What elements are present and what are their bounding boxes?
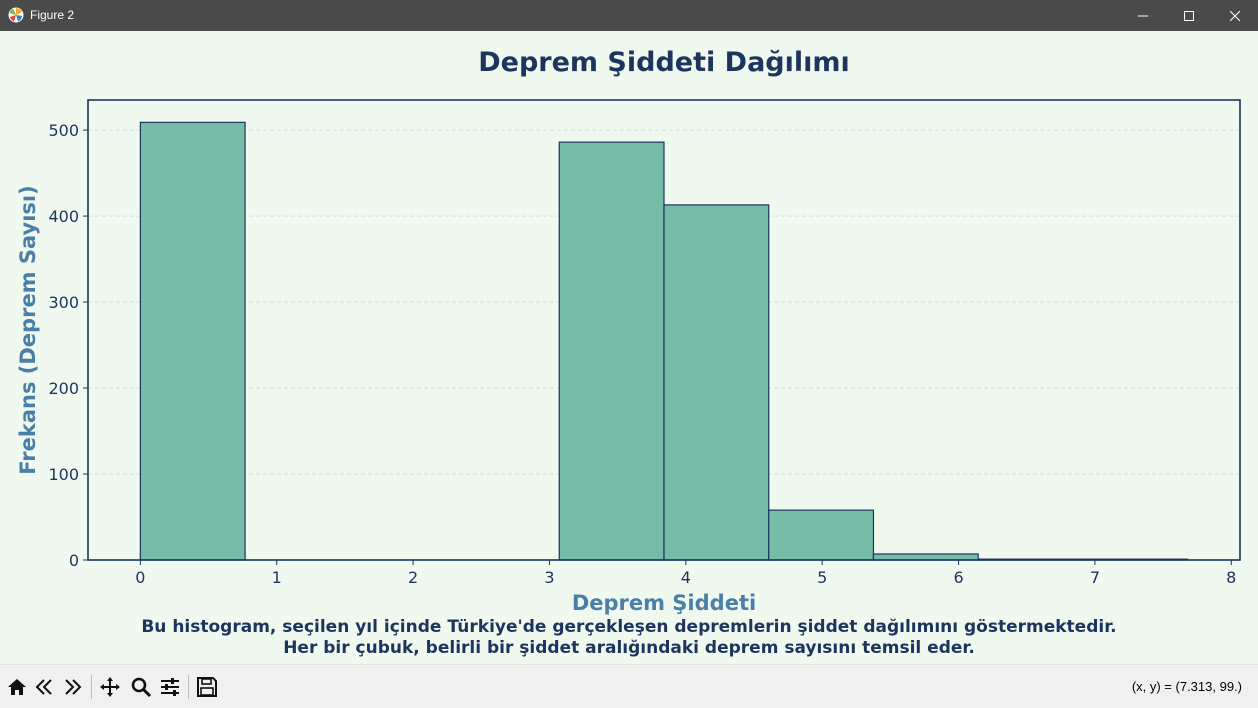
pan-arrows-icon — [100, 677, 120, 697]
histogram-bar — [872, 553, 979, 561]
matplotlib-logo-icon — [8, 7, 24, 23]
home-icon — [8, 679, 26, 695]
sliders-icon — [161, 678, 179, 696]
histogram-chart: Deprem Şiddeti Dağılımı 0 1 2 3 4 5 6 7 8 0 100 200 3… — [16, 47, 1241, 615]
histogram-bar — [663, 204, 770, 561]
x-tick-label: 0 — [135, 568, 145, 587]
y-tick-label: 0 — [69, 551, 79, 570]
minimize-button[interactable] — [1120, 0, 1166, 31]
x-tick-label: 8 — [1226, 568, 1236, 587]
maximize-icon — [1184, 10, 1194, 21]
x-tick-label: 2 — [408, 568, 418, 587]
axes-frame — [87, 99, 1241, 561]
toolbar-separator — [188, 675, 189, 699]
configure-subplots-button[interactable] — [158, 675, 182, 699]
histogram-bar — [139, 121, 246, 561]
back-button[interactable] — [33, 675, 57, 699]
y-tick-label: 400 — [48, 207, 79, 226]
caption-line-2: Her bir çubuk, belirli bir şiddet aralığ… — [283, 638, 975, 658]
caption-line-1: Bu histogram, seçilen yıl içinde Türkiye… — [141, 617, 1117, 637]
chart-title: Deprem Şiddeti Dağılımı — [478, 47, 850, 78]
x-tick-label: 3 — [544, 568, 554, 587]
x-axis-label: Deprem Şiddeti — [572, 591, 756, 615]
y-tick-label: 100 — [48, 465, 79, 484]
close-icon — [1230, 10, 1240, 21]
figure-canvas: Deprem Şiddeti Dağılımı 0 1 2 3 4 5 6 7 8 0 100 200 3… — [1, 31, 1257, 664]
x-tick-label: 1 — [272, 568, 282, 587]
pan-button[interactable] — [98, 675, 122, 699]
navigation-toolbar: (x, y) = (7.313, 99.) — [0, 664, 1258, 708]
zoom-button[interactable] — [129, 675, 153, 699]
y-tick-label: 500 — [48, 121, 79, 140]
histogram-bar — [768, 509, 875, 561]
maximize-button[interactable] — [1166, 0, 1212, 31]
save-button[interactable] — [195, 675, 219, 699]
x-tick-label: 5 — [817, 568, 827, 587]
y-axis-label: Frekans (Deprem Sayısı) — [16, 185, 40, 474]
home-button[interactable] — [5, 675, 29, 699]
close-button[interactable] — [1212, 0, 1258, 31]
toolbar-separator — [91, 675, 92, 699]
cursor-coordinates: (x, y) = (7.313, 99.) — [1131, 679, 1242, 694]
forward-arrow-icon — [65, 679, 82, 695]
window-title: Figure 2 — [30, 8, 75, 22]
x-tick-label: 4 — [681, 568, 691, 587]
y-tick-label: 200 — [48, 379, 79, 398]
histogram-bar — [558, 141, 665, 561]
window-titlebar: Figure 2 — [0, 0, 1258, 31]
x-tick-label: 7 — [1090, 568, 1100, 587]
y-tick-label: 300 — [48, 293, 79, 312]
minimize-icon — [1138, 15, 1148, 16]
forward-button[interactable] — [60, 675, 84, 699]
magnifier-icon — [131, 677, 152, 698]
x-tick-label: 6 — [953, 568, 963, 587]
back-arrow-icon — [35, 679, 52, 695]
floppy-disk-icon — [197, 677, 217, 697]
